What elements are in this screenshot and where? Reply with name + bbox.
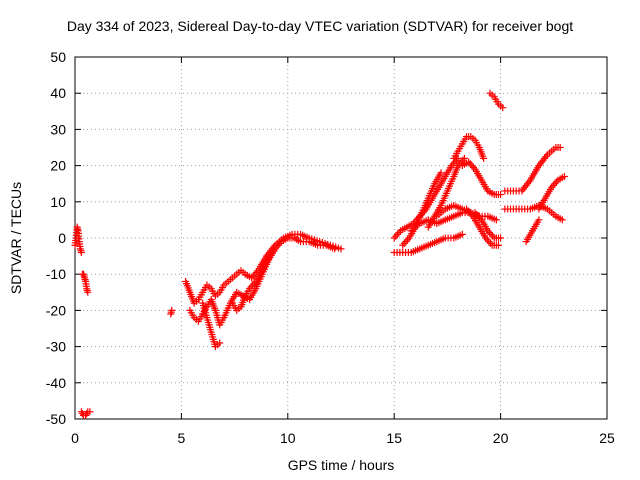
x-tick-label: 20	[493, 430, 509, 446]
data-point	[485, 238, 493, 246]
x-tick-label: 15	[386, 430, 402, 446]
y-axis-label: SDTVAR / TECUs	[8, 181, 24, 295]
data-points	[71, 89, 568, 419]
series-arc2	[78, 270, 92, 296]
y-tick-label: 10	[50, 194, 66, 210]
data-point	[77, 248, 85, 256]
data-point	[480, 154, 488, 162]
data-point	[84, 288, 92, 296]
x-tick-label: 25	[599, 430, 615, 446]
data-point	[560, 172, 568, 180]
data-point	[489, 232, 497, 240]
x-axis-label: GPS time / hours	[287, 457, 395, 473]
x-tick-labels: 0 5 10 15 20 25	[71, 430, 615, 446]
data-point	[392, 232, 400, 240]
data-point	[86, 408, 94, 416]
series-arc21	[501, 201, 566, 224]
data-point	[331, 245, 339, 253]
series-arc19	[486, 89, 507, 112]
data-point	[551, 180, 559, 188]
y-tick-labels: 50 40 30 20 10 0 -10 -20 -30 -40 -50	[46, 49, 66, 427]
x-tick-label: 5	[178, 430, 186, 446]
data-point	[393, 230, 401, 238]
y-tick-label: -20	[46, 302, 66, 318]
y-tick-label: 30	[50, 121, 66, 137]
data-point	[274, 241, 282, 249]
y-tick-label: 50	[50, 49, 66, 65]
series-arc3	[77, 408, 94, 419]
y-tick-label: 20	[50, 158, 66, 174]
ticks	[74, 56, 608, 420]
series-arc8	[228, 245, 279, 314]
series-arc18	[471, 209, 505, 242]
data-point	[494, 241, 502, 249]
series-arc4	[167, 306, 176, 318]
series-arc15	[450, 133, 488, 162]
series-arc22	[522, 216, 543, 246]
data-point	[168, 306, 176, 314]
data-point	[402, 238, 410, 246]
y-tick-label: 0	[58, 230, 66, 246]
x-tick-label: 0	[71, 430, 79, 446]
series-arc10	[390, 230, 466, 256]
series-arc20	[501, 144, 564, 195]
data-point	[399, 241, 407, 249]
series-arc7	[199, 299, 224, 351]
data-point	[535, 216, 543, 224]
series-arc6	[186, 234, 339, 329]
data-point	[487, 230, 495, 238]
data-point	[458, 230, 466, 238]
data-point	[337, 245, 345, 253]
y-tick-label: -40	[46, 375, 66, 391]
data-point	[466, 160, 474, 168]
data-point	[460, 154, 468, 162]
series-arc16	[458, 158, 505, 199]
series-arc1	[71, 223, 85, 256]
y-tick-label: 40	[50, 85, 66, 101]
data-point	[437, 169, 445, 177]
data-point	[497, 191, 505, 199]
data-point	[558, 216, 566, 224]
data-point	[556, 144, 564, 151]
data-point	[497, 234, 505, 242]
data-point	[271, 245, 279, 253]
series-arc23	[535, 172, 568, 213]
y-tick-label: -30	[46, 339, 66, 355]
y-tick-label: -10	[46, 266, 66, 282]
chart-title: Day 334 of 2023, Sidereal Day-to-day VTE…	[66, 18, 574, 34]
x-tick-label: 10	[280, 430, 296, 446]
data-point	[216, 339, 224, 347]
series-arc5	[182, 230, 345, 307]
data-point	[400, 239, 408, 247]
data-point	[83, 410, 91, 418]
series-arc13	[424, 154, 468, 231]
data-point	[486, 239, 494, 247]
data-point	[492, 216, 500, 224]
data-point	[499, 104, 507, 112]
y-tick-label: -50	[46, 411, 66, 427]
data-point	[390, 234, 398, 242]
